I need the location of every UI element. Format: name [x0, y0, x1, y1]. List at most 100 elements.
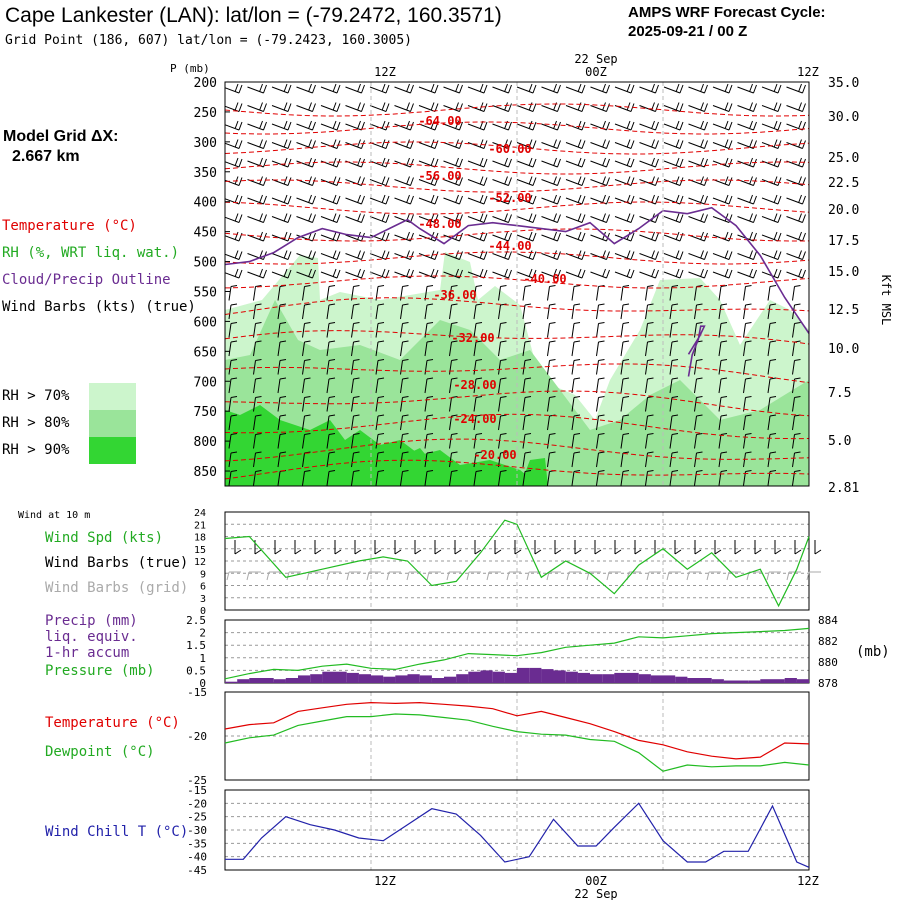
isotherm-label: -40.00	[523, 272, 566, 286]
rh90-region-b	[400, 448, 445, 486]
wind-barb	[418, 213, 439, 223]
wind-barb	[761, 231, 782, 242]
pressure-axis-title: P (mb)	[170, 62, 210, 75]
wind-barb	[424, 303, 434, 320]
wind-barb	[394, 157, 414, 168]
wind-barb	[620, 359, 630, 375]
wind-barb	[345, 102, 365, 112]
wind-barb	[694, 470, 703, 486]
wind-barb	[688, 194, 708, 205]
wind-barb	[351, 396, 360, 412]
wind-barb	[271, 102, 292, 112]
wind-barb	[547, 322, 556, 338]
pressure-tick-label: 750	[194, 405, 217, 420]
wind-barb	[228, 359, 238, 375]
wind-barb	[449, 414, 458, 431]
rh70-swatch	[89, 383, 136, 410]
wind-barb	[345, 268, 365, 279]
pressure-tick-label: 700	[194, 375, 217, 390]
height-tick-label: 22.5	[828, 176, 859, 191]
wind-barb	[645, 414, 654, 431]
wind-barb	[492, 176, 512, 186]
surface-wind-barb	[694, 540, 702, 555]
precip-bar	[310, 674, 323, 683]
wind-barb	[571, 451, 581, 468]
wind-barb	[688, 250, 708, 260]
model-grid-value: 2.667 km	[12, 148, 80, 165]
wind-barb	[302, 285, 311, 301]
wind-barb	[761, 83, 782, 94]
bottom-time-label: 12Z	[797, 874, 819, 888]
wind-barb	[688, 102, 708, 112]
wind-barb	[571, 414, 581, 431]
wind-barb	[225, 83, 243, 94]
wind-barb	[253, 359, 262, 375]
wind-barb	[767, 340, 777, 357]
wind-barb	[449, 359, 458, 375]
wind-barb	[394, 120, 414, 131]
wind-barb	[369, 176, 390, 186]
isotherm-line	[225, 363, 809, 384]
wind-barb	[547, 340, 556, 357]
precip-bars	[225, 667, 809, 683]
wind-barb	[639, 120, 659, 131]
wind-barb	[620, 377, 630, 394]
wind-barb	[694, 433, 703, 449]
wind-barb	[547, 285, 556, 301]
pressure-label: Pressure (mb)	[45, 663, 155, 679]
wind-tick-label: 18	[194, 533, 206, 544]
wind-barb	[786, 268, 806, 279]
wind-speed-line	[224, 519, 810, 608]
wind-barb	[522, 322, 532, 338]
forecast-cycle-value: 2025-09-21 / 00 Z	[628, 23, 748, 40]
wind-barb	[320, 83, 341, 94]
wind-barb	[253, 451, 262, 468]
wind-barb	[418, 139, 439, 149]
surface-wind-barbs-true	[234, 540, 822, 555]
wind-barb	[516, 250, 537, 260]
wind-barb	[375, 470, 385, 486]
rh90-swatch	[89, 437, 136, 464]
wind-barb	[443, 250, 463, 260]
precip-bar	[541, 669, 554, 683]
pressure-tick-label: 650	[194, 345, 217, 360]
wind-barb	[247, 268, 267, 279]
wind-barb	[694, 396, 703, 412]
pressure-tick-label: 300	[194, 136, 217, 151]
wind-barb	[498, 396, 507, 412]
wind-barb	[565, 120, 586, 131]
wind-barb	[596, 414, 605, 431]
wind-barb	[296, 268, 316, 279]
isotherm-label: -60.00	[488, 142, 531, 156]
wind-barb	[516, 194, 537, 205]
surface-wind-barb	[634, 540, 642, 555]
surface-wind-barb-grid	[346, 571, 361, 581]
temp-tick-label: -15	[187, 686, 207, 699]
wind-barb	[712, 231, 733, 242]
precip-bar	[371, 675, 384, 683]
wind-barb	[737, 268, 757, 279]
wind-barb	[443, 83, 463, 94]
wind-barb	[669, 451, 679, 468]
wind-barb	[712, 194, 733, 205]
surface-wind-barb	[594, 540, 602, 555]
wind-barb	[694, 414, 703, 431]
bottom-time-label: 00Z	[585, 874, 607, 888]
wind-barb	[737, 250, 757, 260]
wind-barb	[302, 470, 311, 486]
wind-barb	[277, 322, 287, 338]
surface-wind-barb-grid	[326, 571, 341, 581]
isotherm-label: -52.00	[488, 191, 531, 205]
rh70-label: RH > 70%	[2, 388, 70, 404]
wind-barb	[302, 303, 311, 320]
legend-wind-barbs: Wind Barbs (kts) (true)	[2, 299, 196, 315]
wind-barb	[375, 322, 385, 338]
wind-barb	[718, 414, 728, 431]
wind-barb	[663, 268, 684, 279]
precip-bar	[565, 671, 578, 683]
wind-barb	[498, 470, 507, 486]
wind-barb	[400, 303, 409, 320]
wind-barb	[375, 377, 385, 394]
wind-barb	[225, 268, 243, 279]
wind-barb	[743, 285, 752, 301]
